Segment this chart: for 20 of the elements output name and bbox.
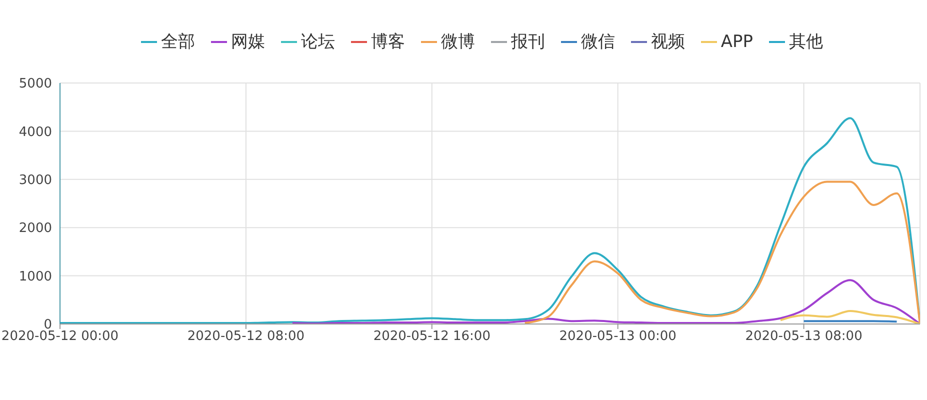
legend-label: APP — [720, 32, 754, 52]
x-tick-label: 2020-05-12 00:00 — [1, 329, 119, 344]
legend-label: 其他 — [789, 32, 824, 52]
x-tick-label: 2020-05-13 00:00 — [559, 329, 676, 344]
legend-label: 微信 — [580, 32, 615, 52]
y-tick-label: 1000 — [18, 269, 52, 284]
legend-label: 视频 — [650, 32, 685, 52]
x-tick-label: 2020-05-12 08:00 — [187, 329, 305, 344]
legend-label: 论坛 — [300, 32, 335, 52]
y-tick-label: 5000 — [18, 76, 52, 92]
x-tick-label: 2020-05-12 16:00 — [373, 329, 490, 344]
legend-label: 全部 — [160, 32, 195, 52]
legend-label: 报刊 — [510, 32, 545, 52]
x-tick-label: 2020-05-13 08:00 — [745, 329, 862, 344]
legend-label: 网媒 — [230, 32, 265, 52]
y-tick-label: 2000 — [18, 221, 52, 236]
y-tick-label: 3000 — [18, 173, 52, 188]
legend-label: 博客 — [370, 32, 405, 52]
y-tick-label: 4000 — [18, 124, 52, 140]
legend-label: 微博 — [440, 32, 475, 52]
